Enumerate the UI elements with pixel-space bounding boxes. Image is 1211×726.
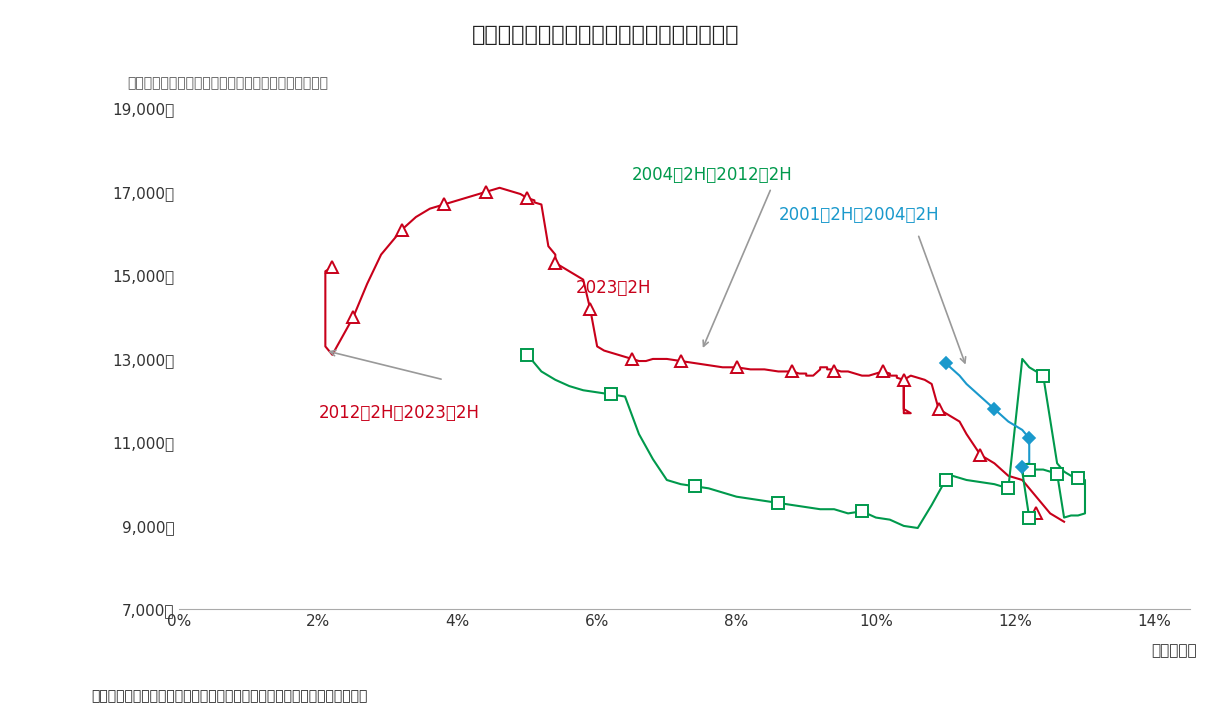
Text: （オフィスレント・インデックス：２半期移動平均）: （オフィスレント・インデックス：２半期移動平均） [127,76,328,90]
Text: 2004年2H～2012年2H: 2004年2H～2012年2H [632,166,793,184]
Text: （出所）空室率：三鬼商事、賃料：三幸エステート・ニッセイ基礎研究所: （出所）空室率：三鬼商事、賃料：三幸エステート・ニッセイ基礎研究所 [91,689,367,703]
Text: 図表－３　横浜オフィス市場の賃料サイクル: 図表－３ 横浜オフィス市場の賃料サイクル [472,25,739,46]
Text: 2001年2H～2004年2H: 2001年2H～2004年2H [779,206,939,224]
Text: （空室率）: （空室率） [1150,643,1196,658]
Text: 2023年2H: 2023年2H [576,279,652,297]
Text: 2012年2H～2023年2H: 2012年2H～2023年2H [318,404,480,423]
